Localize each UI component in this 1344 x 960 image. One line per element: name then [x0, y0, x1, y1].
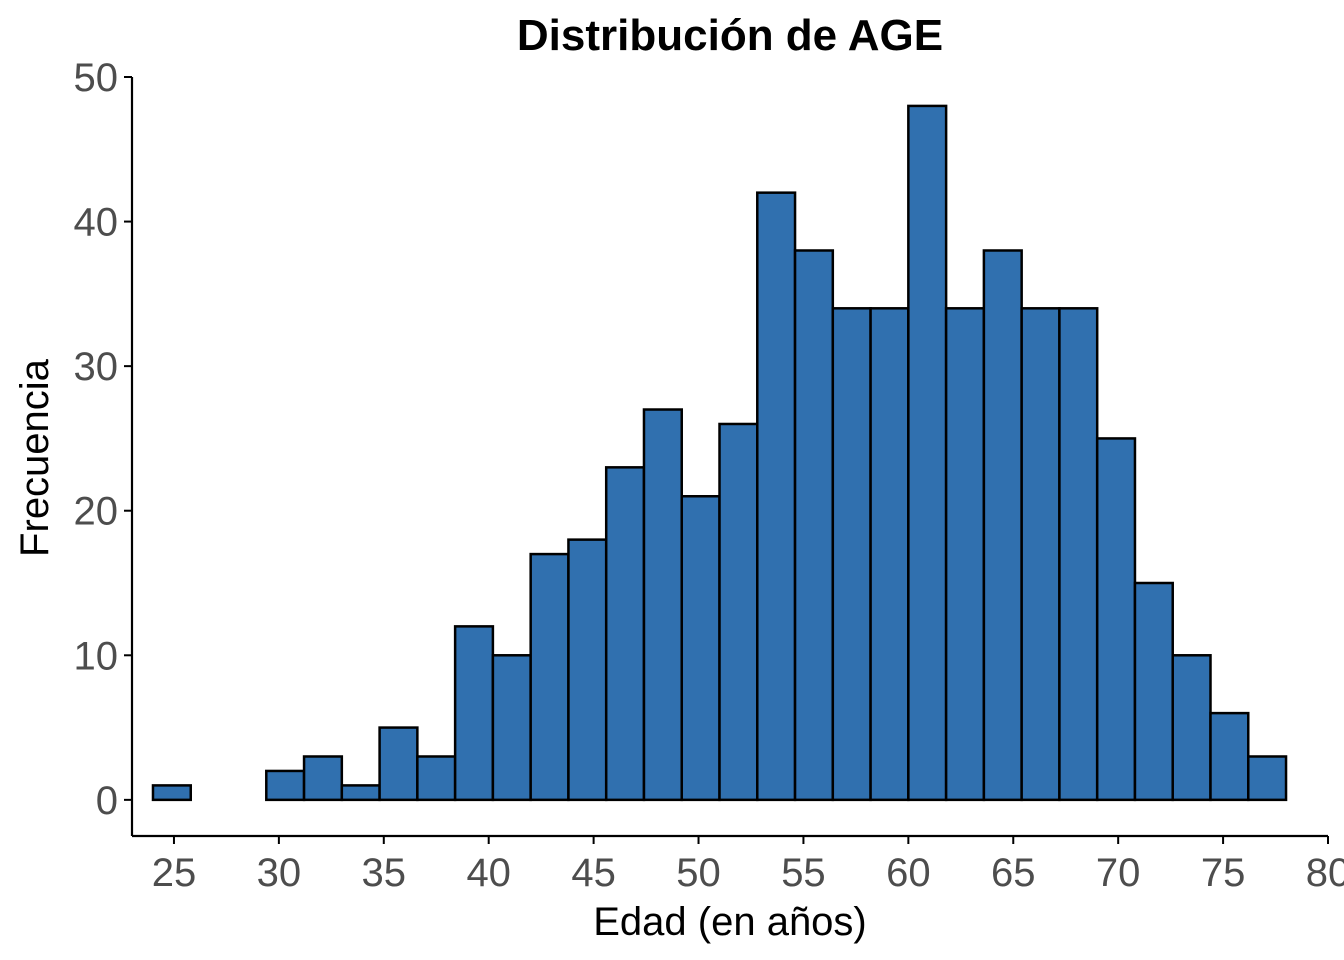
histogram-bar: [1209, 711, 1250, 802]
y-tick-label: 30: [74, 345, 119, 389]
histogram-bar: [567, 538, 608, 802]
x-tick-label: 25: [152, 851, 197, 895]
histogram-bar: [718, 422, 759, 802]
x-tick-label: 75: [1201, 851, 1246, 895]
x-tick-label: 60: [886, 851, 931, 895]
histogram-bar: [1171, 654, 1212, 802]
x-tick-label: 80: [1306, 851, 1344, 895]
histogram-bar: [1133, 581, 1174, 802]
x-tick-label: 70: [1096, 851, 1141, 895]
histogram-bar: [756, 191, 797, 802]
histogram-bar: [680, 495, 721, 802]
histogram-bar: [416, 755, 457, 802]
y-tick-label: 20: [74, 490, 119, 534]
histogram-bar: [982, 249, 1023, 802]
x-tick-label: 55: [781, 851, 826, 895]
histogram-bar: [642, 408, 683, 802]
histogram-bar: [491, 654, 532, 802]
histogram-bar: [1020, 307, 1061, 802]
histogram-bar: [907, 104, 948, 802]
histogram-bar: [529, 552, 570, 802]
chart-title: Distribución de AGE: [517, 11, 943, 60]
histogram-bar: [944, 307, 986, 802]
histogram-bar: [1247, 755, 1288, 802]
histogram-bar: [793, 249, 835, 802]
histogram-bar: [151, 784, 193, 802]
x-axis: 25 30 35 40 45 50 55 60 65 70 75 80: [132, 834, 1344, 895]
y-tick-label: 0: [96, 779, 118, 823]
histogram-bar: [302, 755, 344, 802]
histogram-bar: [831, 307, 872, 802]
histogram-bar: [378, 726, 419, 802]
histogram-bar: [1095, 437, 1137, 802]
histogram-bar: [604, 466, 646, 802]
x-tick-label: 45: [571, 851, 616, 895]
x-tick-label: 50: [676, 851, 721, 895]
x-tick-label: 35: [362, 851, 407, 895]
histogram-bar: [1058, 307, 1099, 802]
y-tick-label: 50: [74, 56, 119, 100]
y-axis: 0 10 20 30 40 50: [74, 56, 134, 836]
y-tick-label: 10: [74, 634, 119, 678]
x-tick-label: 30: [257, 851, 302, 895]
x-tick-label: 65: [991, 851, 1036, 895]
x-axis-label: Edad (en años): [593, 900, 867, 944]
bars-group: [151, 104, 1288, 802]
histogram-bar: [869, 307, 910, 802]
histogram-bar: [265, 769, 306, 802]
y-tick-label: 40: [74, 201, 119, 245]
x-tick-label: 40: [466, 851, 511, 895]
y-axis-label: Frecuencia: [13, 358, 57, 557]
histogram-bar: [340, 784, 381, 802]
histogram-bar: [453, 625, 495, 802]
